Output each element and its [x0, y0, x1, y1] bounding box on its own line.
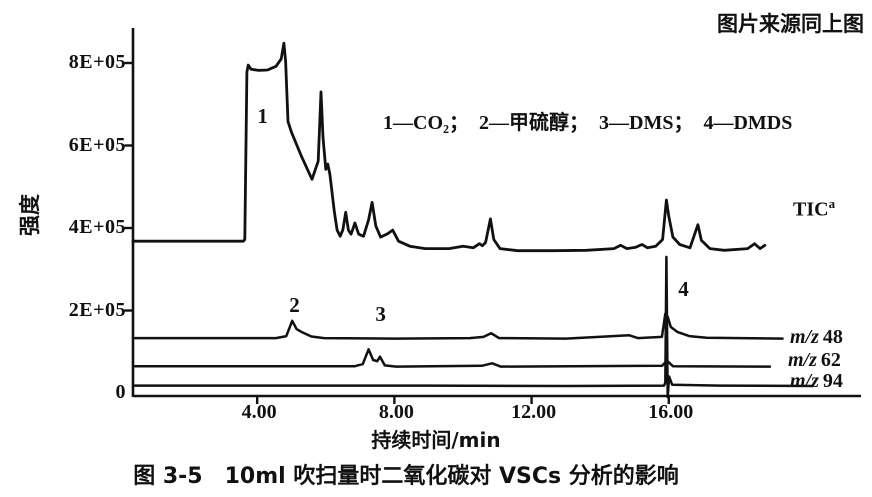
tic-text: TIC: [793, 198, 829, 221]
legend-item-dms: 3—DMS；: [599, 112, 694, 134]
y-axis-title: 强度: [18, 194, 42, 236]
x-tick-label: 12.00: [511, 401, 557, 423]
trace-label-tic: TICa: [793, 196, 835, 222]
mz-prefix: m/z: [790, 326, 819, 348]
x-tick-label: 8.00: [378, 401, 414, 423]
y-tick-label: 8E+05: [68, 51, 126, 73]
mz-value: 62: [820, 349, 841, 371]
y-tick-label: 4E+05: [68, 216, 126, 238]
mz-prefix: m/z: [790, 370, 819, 392]
tic-superscript: a: [828, 196, 836, 211]
y-tick-label: 2E+05: [68, 298, 126, 321]
peak-label-4: 4: [678, 276, 689, 301]
x-axis-title: 持续时间/min: [371, 428, 501, 452]
peak-label-3: 3: [375, 302, 386, 327]
mz-value: 94: [822, 370, 843, 392]
trace-label-mz48: m/z 48: [790, 326, 843, 349]
x-tick-label: 16.00: [648, 401, 694, 423]
y-tick-label: 0: [115, 381, 126, 403]
trace-mz62: [131, 348, 772, 368]
legend-item-methanethiol: 2—甲硫醇；: [479, 112, 589, 134]
trace-mz48: [131, 312, 784, 340]
trace-mz94: [131, 255, 815, 399]
source-note: 图片来源同上图: [717, 12, 864, 36]
trace-label-mz62: m/z 62: [788, 349, 841, 372]
legend-item-co2: 1—CO₂；: [383, 112, 469, 134]
mz-value: 48: [822, 326, 843, 348]
axis-ticks: [124, 61, 670, 404]
trace-label-mz94: m/z 94: [790, 370, 843, 393]
x-tick-label: 4.00: [241, 401, 277, 423]
peak-label-1: 1: [257, 104, 268, 129]
trace-TIC: [131, 41, 767, 253]
legend-item-dmds: 4—DMDS: [703, 112, 793, 134]
legend: 1—CO₂； 2—甲硫醇； 3—DMS； 4—DMDS: [383, 106, 802, 135]
peak-label-2: 2: [289, 292, 300, 317]
y-tick-label: 6E+05: [68, 133, 126, 156]
traces: [131, 41, 815, 399]
mz-prefix: m/z: [788, 349, 817, 371]
figure-caption: 图 3-5 10ml 吹扫量时二氧化碳对 VSCs 分析的影响: [133, 464, 679, 489]
